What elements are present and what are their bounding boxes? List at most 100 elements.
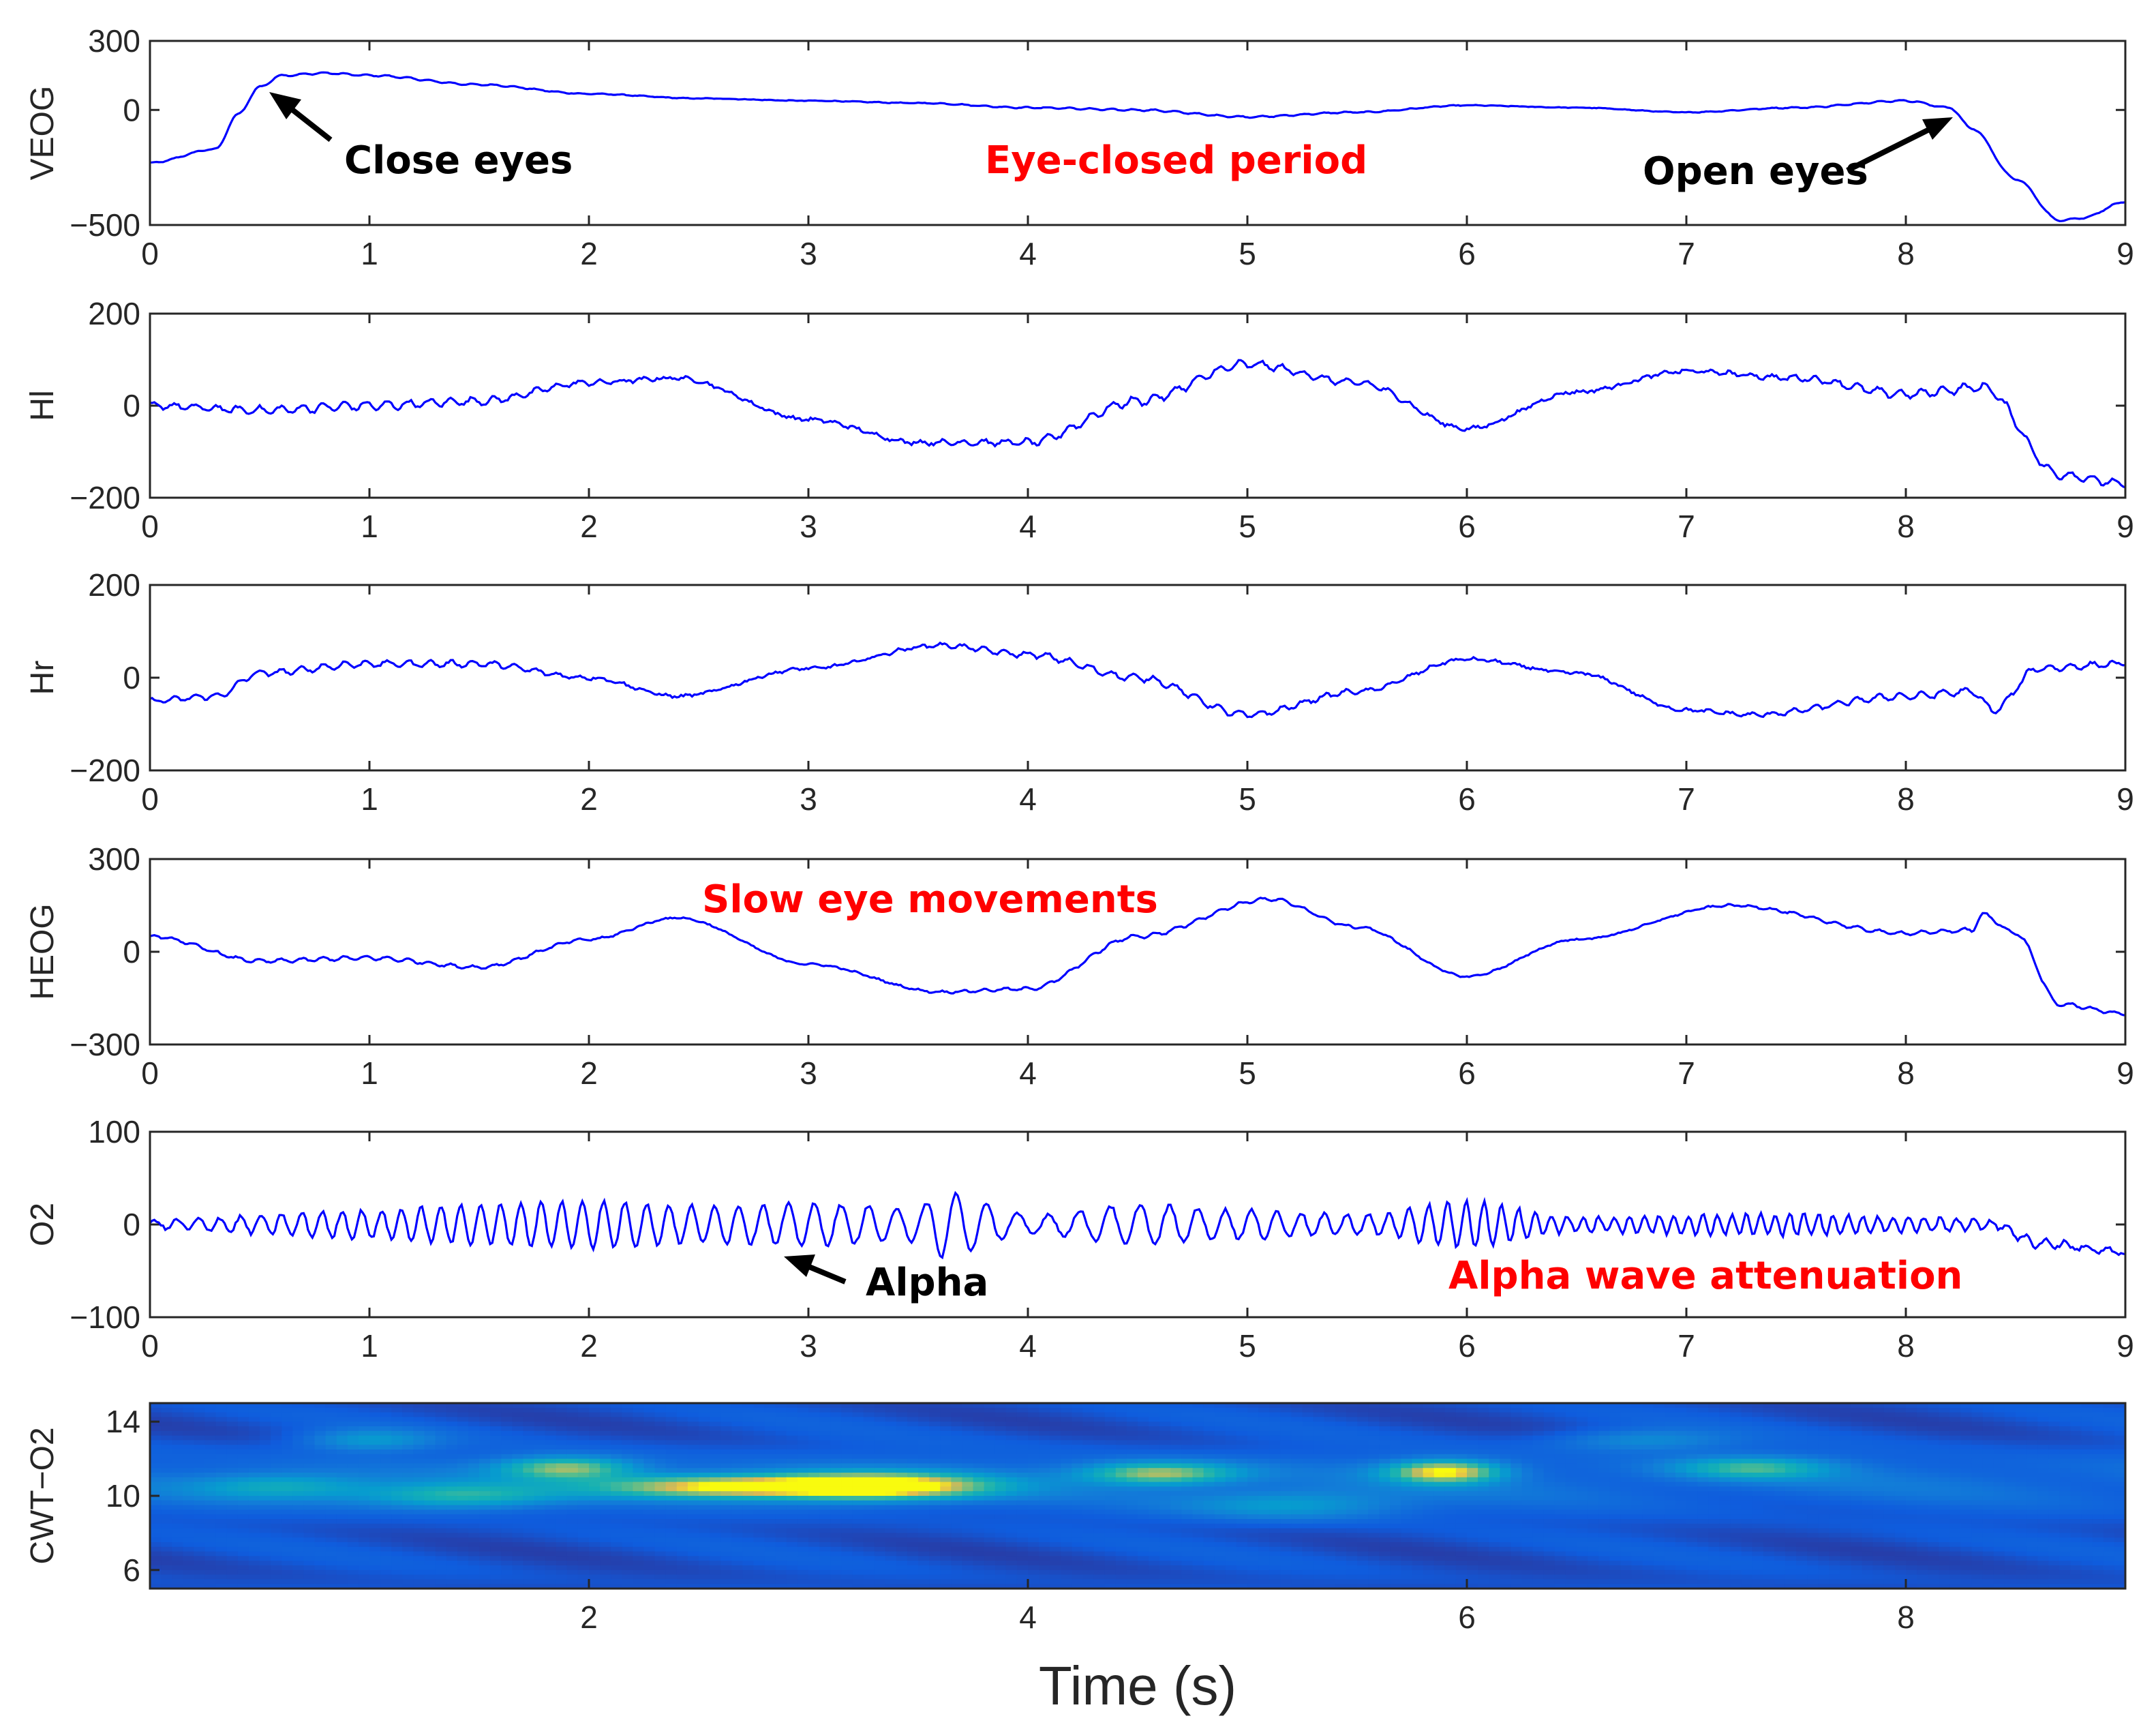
- heatmap-cell: [2114, 1458, 2126, 1464]
- heatmap-cell: [1730, 1458, 1742, 1464]
- heatmap-cell: [501, 1454, 513, 1460]
- heatmap-cell: [863, 1505, 875, 1511]
- heatmap-cell: [786, 1509, 798, 1515]
- heatmap-cell: [1840, 1500, 1852, 1506]
- heatmap-cell: [282, 1417, 294, 1422]
- heatmap-cell: [282, 1454, 294, 1460]
- heatmap-cell: [2114, 1486, 2126, 1492]
- heatmap-cell: [1489, 1505, 1501, 1511]
- heatmap-cell: [633, 1454, 645, 1460]
- heatmap-cell: [665, 1505, 678, 1511]
- heatmap-cell: [589, 1440, 601, 1445]
- heatmap-cell: [1609, 1519, 1622, 1524]
- heatmap-cell: [479, 1458, 491, 1464]
- heatmap-cell: [1313, 1449, 1325, 1455]
- heatmap-cell: [1423, 1449, 1435, 1455]
- heatmap-cell: [380, 1500, 392, 1506]
- heatmap-cell: [600, 1491, 611, 1497]
- heatmap-cell: [764, 1477, 776, 1483]
- heatmap-cell: [1785, 1463, 1797, 1469]
- heatmap-cell: [369, 1468, 381, 1473]
- heatmap-cell: [545, 1473, 557, 1478]
- heatmap-cell: [841, 1403, 853, 1409]
- heatmap-cell: [1906, 1473, 1917, 1478]
- heatmap-cell: [1653, 1454, 1665, 1460]
- heatmap-cell: [161, 1500, 172, 1506]
- heatmap-cell: [413, 1407, 425, 1413]
- heatmap-cell: [1192, 1523, 1204, 1529]
- heatmap-cell: [1620, 1426, 1633, 1432]
- heatmap-cell: [1126, 1435, 1138, 1441]
- heatmap-cell: [1642, 1519, 1654, 1524]
- heatmap-cell: [271, 1407, 282, 1413]
- heatmap-cell: [1159, 1454, 1172, 1460]
- heatmap-cell: [1269, 1486, 1281, 1492]
- heatmap-cell: [2092, 1403, 2104, 1409]
- heatmap-cell: [1455, 1514, 1468, 1520]
- heatmap-cell: [1192, 1412, 1204, 1418]
- xtick-label: 5: [1239, 781, 1256, 817]
- heatmap-cell: [1126, 1449, 1138, 1455]
- heatmap-cell: [556, 1477, 568, 1483]
- heatmap-cell: [742, 1500, 755, 1506]
- heatmap-cell: [1247, 1412, 1259, 1418]
- heatmap-cell: [1840, 1491, 1852, 1497]
- heatmap-cell: [1500, 1407, 1512, 1413]
- heatmap-cell: [984, 1426, 996, 1432]
- heatmap-cell: [753, 1430, 765, 1437]
- heatmap-cell: [1192, 1468, 1204, 1473]
- heatmap-cell: [2037, 1496, 2050, 1501]
- heatmap-cell: [1016, 1403, 1029, 1409]
- heatmap-cell: [1115, 1445, 1127, 1450]
- heatmap-cell: [1401, 1422, 1413, 1427]
- heatmap-cell: [1543, 1403, 1555, 1409]
- heatmap-cell: [1763, 1509, 1775, 1515]
- heatmap-cell: [325, 1468, 337, 1473]
- heatmap-cell: [907, 1519, 919, 1524]
- heatmap-cell: [1203, 1468, 1215, 1473]
- heatmap-cell: [1960, 1454, 1973, 1460]
- heatmap-cell: [336, 1417, 348, 1422]
- heatmap-cell: [710, 1500, 721, 1506]
- heatmap-cell: [1412, 1430, 1424, 1437]
- heatmap-cell: [1357, 1435, 1369, 1441]
- heatmap-cell: [1982, 1463, 1994, 1469]
- heatmap-cell: [1577, 1496, 1588, 1501]
- heatmap-cell: [2081, 1449, 2093, 1455]
- heatmap-cell: [1346, 1468, 1358, 1473]
- heatmap-cell: [577, 1523, 590, 1529]
- heatmap-cell: [885, 1458, 897, 1464]
- heatmap-cell: [1960, 1509, 1973, 1515]
- heatmap-cell: [611, 1403, 623, 1409]
- heatmap-cell: [907, 1435, 919, 1441]
- heatmap-cell: [1631, 1482, 1643, 1488]
- xtick-label: 3: [800, 781, 817, 817]
- heatmap-cell: [1554, 1505, 1566, 1511]
- heatmap-cell: [1324, 1403, 1336, 1409]
- heatmap-cell: [556, 1430, 568, 1437]
- heatmap-cell: [1653, 1412, 1665, 1418]
- heatmap-cell: [995, 1463, 1007, 1469]
- heatmap-cell: [1949, 1482, 1962, 1488]
- heatmap-cell: [1686, 1473, 1698, 1478]
- heatmap-cell: [1203, 1458, 1215, 1464]
- heatmap-cell: [1774, 1468, 1786, 1473]
- heatmap-cell: [710, 1463, 721, 1469]
- heatmap-cell: [380, 1440, 392, 1445]
- xtick-label: 2: [580, 509, 598, 544]
- heatmap-cell: [1115, 1417, 1127, 1422]
- heatmap-cell: [1093, 1482, 1106, 1488]
- heatmap-cell: [172, 1473, 184, 1478]
- heatmap-cell: [1401, 1519, 1413, 1524]
- heatmap-cell: [1203, 1505, 1215, 1511]
- heatmap-cell: [1082, 1477, 1095, 1483]
- heatmap-cell: [753, 1454, 765, 1460]
- heatmap-cell: [1433, 1496, 1446, 1501]
- heatmap-cell: [2114, 1514, 2126, 1520]
- heatmap-cell: [413, 1514, 425, 1520]
- heatmap-cell: [1862, 1430, 1874, 1437]
- heatmap-cell: [1192, 1407, 1204, 1413]
- heatmap-cell: [413, 1473, 425, 1478]
- heatmap-cell: [1917, 1440, 1928, 1445]
- heatmap-cell: [786, 1514, 798, 1520]
